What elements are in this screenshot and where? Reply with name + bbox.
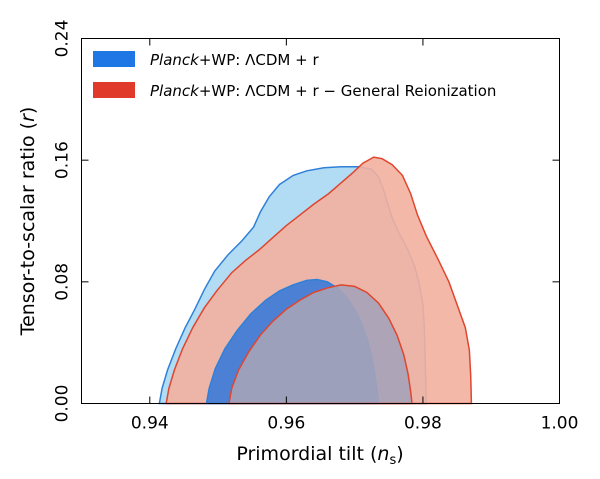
y-tick-label: 0.24 bbox=[53, 20, 73, 58]
contour-series2-68pct bbox=[228, 284, 413, 405]
y-tick-label: 0.16 bbox=[53, 141, 73, 179]
x-tick-label: 0.96 bbox=[267, 414, 305, 434]
legend-swatch-1 bbox=[93, 51, 135, 67]
y-axis-label: Tensor-to-scalar ratio (r) bbox=[17, 107, 39, 337]
plot-frame bbox=[81, 38, 560, 404]
x-axis-label: Primordial tilt (ns) bbox=[236, 443, 403, 468]
x-tick-label: 0.94 bbox=[131, 414, 169, 434]
contours-layer bbox=[158, 156, 473, 405]
legend: Planck+WP: ΛCDM + r Planck+WP: ΛCDM + r … bbox=[93, 51, 496, 100]
y-tick-label: 0.08 bbox=[53, 263, 73, 301]
legend-swatch-2 bbox=[93, 82, 135, 98]
x-tick-label: 0.98 bbox=[404, 414, 442, 434]
legend-label-1: Planck+WP: ΛCDM + r bbox=[150, 51, 319, 69]
legend-label-2: Planck+WP: ΛCDM + r − General Reionizati… bbox=[150, 82, 496, 100]
x-tick-label: 1.00 bbox=[541, 414, 579, 434]
y-tick-label: 0.00 bbox=[53, 385, 73, 423]
ticks-layer: 0.94 0.96 0.98 1.00 0.00 0.08 0.16 0.24 bbox=[53, 20, 579, 434]
